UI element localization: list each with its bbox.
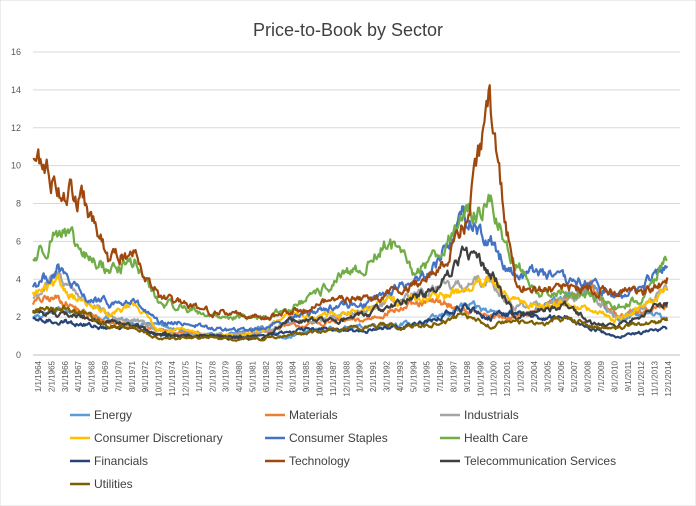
series-line-industrials bbox=[32, 270, 669, 339]
legend-label-industrials: Industrials bbox=[464, 408, 519, 422]
x-tick-label: 5/1/1994 bbox=[409, 360, 418, 392]
y-tick-label: 8 bbox=[16, 199, 21, 209]
x-tick-label: 10/1/1973 bbox=[155, 360, 164, 396]
y-tick-label: 14 bbox=[11, 85, 21, 95]
series-line-consumer-staples bbox=[31, 205, 669, 333]
legend-label-financials: Financials bbox=[94, 454, 148, 468]
x-tick-label: 4/1/2006 bbox=[557, 360, 566, 392]
x-tick-label: 7/1/2009 bbox=[597, 360, 606, 392]
x-tick-label: 3/1/1992 bbox=[383, 360, 392, 392]
x-tick-label: 5/1/1981 bbox=[248, 360, 257, 392]
legend-label-telecommunication-services: Telecommunication Services bbox=[464, 454, 616, 468]
x-tick-label: 2/1/1978 bbox=[208, 360, 217, 392]
x-tick-label: 8/1/2010 bbox=[610, 360, 619, 392]
y-tick-label: 10 bbox=[11, 161, 21, 171]
y-tick-label: 12 bbox=[11, 123, 21, 133]
x-tick-label: 6/1/1995 bbox=[423, 360, 432, 392]
series-line-health-care bbox=[32, 193, 668, 321]
x-tick-label: 2/1/1991 bbox=[369, 360, 378, 392]
x-tick-label: 12/1/1975 bbox=[181, 360, 190, 396]
x-tick-label: 9/1/1985 bbox=[302, 360, 311, 392]
legend-label-consumer-staples: Consumer Staples bbox=[289, 431, 388, 445]
legend-label-materials: Materials bbox=[289, 408, 338, 422]
x-tick-label: 7/1/1996 bbox=[436, 360, 445, 392]
x-tick-label: 12/1/1988 bbox=[342, 360, 351, 396]
series-line-utilities bbox=[32, 304, 669, 342]
legend-label-technology: Technology bbox=[289, 454, 350, 468]
y-tick-label: 0 bbox=[16, 350, 21, 360]
legend-label-health-care: Health Care bbox=[464, 431, 528, 445]
y-tick-label: 6 bbox=[16, 236, 21, 246]
x-tick-label: 12/1/2001 bbox=[503, 360, 512, 396]
x-tick-label: 12/1/2014 bbox=[664, 360, 673, 396]
x-tick-label: 4/1/1967 bbox=[74, 360, 83, 392]
y-tick-label: 2 bbox=[16, 312, 21, 322]
y-tick-label: 4 bbox=[16, 274, 21, 284]
legend-label-energy: Energy bbox=[94, 408, 132, 422]
x-tick-label: 9/1/1998 bbox=[463, 360, 472, 392]
x-tick-label: 11/1/2013 bbox=[651, 360, 660, 396]
x-tick-label: 1/1/2003 bbox=[517, 360, 526, 392]
x-tick-label: 6/1/1969 bbox=[101, 360, 110, 392]
legend-label-utilities: Utilities bbox=[94, 477, 133, 491]
x-tick-label: 8/1/1971 bbox=[128, 360, 137, 392]
x-tick-label: 4/1/1993 bbox=[396, 360, 405, 392]
x-tick-label: 8/1/1984 bbox=[289, 360, 298, 392]
series-line-consumer-discretionary bbox=[31, 274, 668, 339]
x-tick-label: 7/1/1983 bbox=[275, 360, 284, 392]
x-tick-label: 9/1/1972 bbox=[141, 360, 150, 392]
x-tick-label: 3/1/1979 bbox=[222, 360, 231, 392]
x-tick-label: 10/1/1999 bbox=[476, 360, 485, 396]
x-tick-label: 10/1/2012 bbox=[637, 360, 646, 396]
x-tick-label: 3/1/2005 bbox=[543, 360, 552, 392]
x-tick-label: 2/1/1965 bbox=[47, 360, 56, 392]
series-lines bbox=[31, 84, 669, 342]
legend-label-consumer-discretionary: Consumer Discretionary bbox=[94, 431, 223, 445]
x-tick-label: 11/1/2000 bbox=[490, 360, 499, 396]
x-tick-label: 1/1/1964 bbox=[34, 360, 43, 392]
series-line-technology bbox=[32, 84, 669, 321]
chart-title: Price-to-Book by Sector bbox=[253, 20, 443, 40]
y-tick-label: 16 bbox=[11, 47, 21, 57]
series-line-telecommunication-services bbox=[32, 245, 669, 342]
x-tick-label: 9/1/2011 bbox=[624, 360, 633, 391]
x-tick-label: 11/1/1987 bbox=[329, 360, 338, 396]
x-tick-label: 2/1/2004 bbox=[530, 360, 539, 392]
x-tick-label: 1/1/1990 bbox=[356, 360, 365, 392]
x-tick-label: 6/1/2008 bbox=[584, 360, 593, 392]
axes: 0 2 4 6 8 10 12 14 16 1/1/1964 2/1/1965 3/1/1966 4/1… bbox=[11, 47, 680, 397]
x-tick-label: 8/1/1997 bbox=[450, 360, 459, 392]
x-tick-label: 1/1/1977 bbox=[195, 360, 204, 392]
x-tick-label: 7/1/1970 bbox=[114, 360, 123, 392]
x-tick-label: 6/1/1982 bbox=[262, 360, 271, 392]
x-tick-label: 5/1/2007 bbox=[570, 360, 579, 392]
x-tick-label: 11/1/1974 bbox=[168, 360, 177, 396]
x-tick-label: 10/1/1986 bbox=[315, 360, 324, 396]
x-tick-label: 5/1/1968 bbox=[88, 360, 97, 392]
x-tick-label: 4/1/1980 bbox=[235, 360, 244, 392]
legend: Energy Materials Industrials Consumer Discr… bbox=[70, 408, 616, 491]
x-tick-label: 3/1/1966 bbox=[61, 360, 70, 392]
